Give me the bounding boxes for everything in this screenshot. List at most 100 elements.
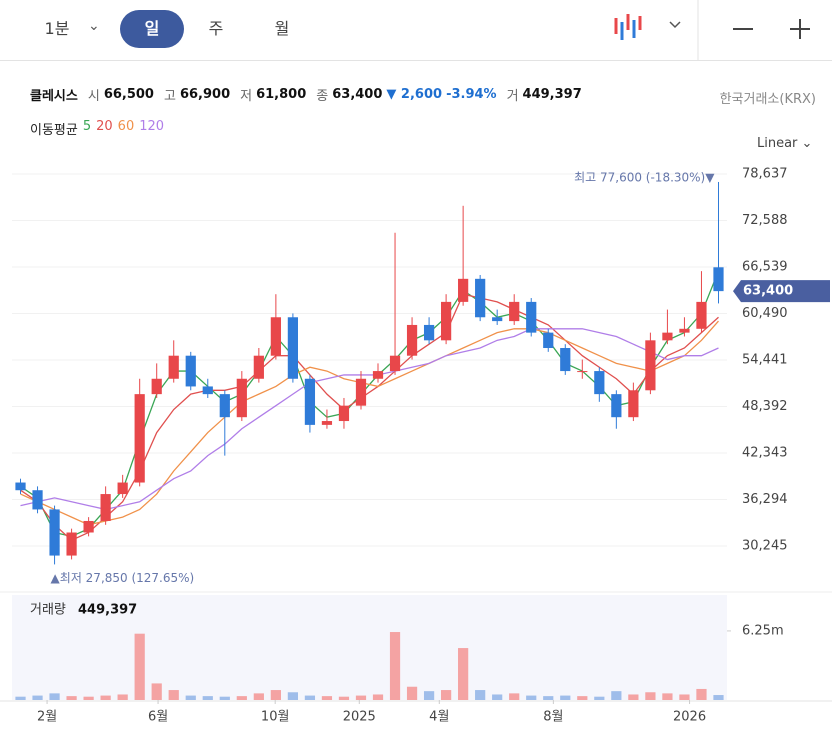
tab[interactable]: 주	[208, 19, 224, 38]
y-tick-label: 54,441	[742, 352, 788, 367]
volume-bar	[117, 694, 128, 700]
candle-body	[117, 482, 128, 495]
candle-body	[594, 371, 605, 395]
candle-body	[509, 301, 520, 322]
volume-bar	[134, 633, 145, 700]
low-annotation: ▲최저 27,850 (127.65%)	[51, 571, 195, 585]
tab[interactable]: 일	[120, 10, 184, 48]
field-label: 고	[163, 89, 176, 104]
change: ▼ 2,600	[386, 87, 443, 102]
candle-body	[134, 394, 145, 483]
x-tick-label: 10월	[261, 710, 290, 725]
ma-legend: 이동평균 5 20 60 120	[30, 119, 164, 138]
field-value: 66,900	[179, 87, 231, 102]
candle-body	[253, 355, 264, 379]
volume-bar	[577, 696, 588, 700]
volume-bar	[253, 693, 264, 700]
x-tick-label: 2026	[673, 710, 706, 725]
y-tick-label: 78,637	[742, 166, 788, 181]
candle-body	[628, 390, 639, 418]
volume-bar	[713, 695, 724, 700]
volume-bar	[83, 696, 94, 700]
candle-body	[185, 355, 196, 387]
candle-body	[492, 317, 503, 322]
volume-bar	[304, 695, 316, 700]
volume-bar	[32, 695, 43, 700]
field-value: 66,500	[103, 87, 154, 102]
candle-body	[696, 301, 707, 329]
volume-title: 거래량	[30, 603, 66, 618]
candle-body	[168, 355, 179, 379]
x-tick-label: 8월	[543, 710, 563, 725]
x-tick-label: 4월	[429, 710, 449, 725]
candle-body	[679, 328, 690, 333]
volume-bar	[696, 688, 707, 700]
chevron[interactable]: ⌄	[88, 18, 100, 34]
ma-line	[20, 320, 719, 526]
candle-body	[441, 301, 452, 341]
volume-last: 449,397	[78, 603, 137, 618]
candle-body	[611, 394, 622, 418]
volume-bar	[338, 696, 350, 700]
volume-bar	[509, 693, 520, 700]
volume-bar	[355, 695, 367, 700]
tab[interactable]: 1분	[44, 19, 70, 38]
candle-body	[304, 378, 316, 425]
candle-body	[423, 324, 435, 341]
candle-body	[151, 378, 162, 395]
volume-pane	[12, 595, 727, 700]
candle-body	[236, 378, 247, 418]
volume-bar	[236, 696, 247, 700]
volume-bar	[372, 694, 384, 700]
volume-bar	[219, 696, 230, 700]
candle-body	[355, 378, 367, 406]
toolbar: 1분 ⌄ 일 주 월	[0, 0, 832, 61]
candle-body	[458, 278, 469, 302]
tab[interactable]: 월	[274, 19, 290, 38]
volume-bar	[645, 692, 656, 700]
legend-entry: 120	[139, 119, 165, 134]
scale-mode-label: Linear	[757, 136, 798, 151]
x-tick-label: 6월	[148, 710, 168, 725]
volume-bar	[202, 696, 213, 700]
field-value: 63,400	[332, 87, 383, 102]
volume-bar	[475, 690, 486, 700]
x-tick-label: 2025	[343, 710, 376, 725]
volume-bar	[151, 683, 162, 700]
field-value: 61,800	[256, 87, 307, 102]
field-label: 종	[316, 89, 329, 104]
y-tick-label: 36,294	[742, 492, 788, 507]
candle-body	[100, 494, 111, 521]
volume-bar	[270, 690, 281, 700]
chevron[interactable]	[669, 21, 681, 29]
volume-bar	[662, 693, 673, 700]
legend-entry: 5	[82, 119, 92, 134]
change-pct: -3.94%	[446, 87, 497, 102]
volume-bar	[49, 693, 60, 700]
x-tick-label: 2월	[37, 710, 57, 725]
volume-bar	[560, 695, 571, 700]
candle-body	[526, 301, 537, 333]
scale-mode[interactable]: Linear ⌄	[757, 136, 813, 151]
y-tick-label: 66,539	[742, 259, 788, 274]
candle-body	[713, 267, 724, 292]
volume-bar	[458, 648, 469, 700]
candle-body	[219, 394, 230, 418]
volume-bar	[423, 691, 435, 700]
legend-entry: 60	[117, 119, 135, 134]
chart-type-icon[interactable]	[614, 14, 642, 40]
high-annotation: 최고 77,600 (-18.30%)▼	[574, 170, 715, 184]
candle-body	[49, 509, 60, 556]
candle-body	[372, 371, 384, 379]
exchange: 한국거래소(KRX)	[719, 92, 816, 107]
candle-body	[321, 421, 333, 425]
volume-bar	[628, 694, 639, 700]
candle-body	[32, 490, 43, 510]
ma-line	[20, 328, 719, 511]
ma-line	[20, 293, 719, 541]
volume-bar	[321, 696, 333, 700]
toolbar-icons	[614, 0, 810, 60]
quote-info: 클레시스 시 66,500 고 66,900 저 61,800 종 63,400 ▼ 2…	[30, 85, 582, 104]
stock-name: 클레시스	[30, 89, 78, 104]
